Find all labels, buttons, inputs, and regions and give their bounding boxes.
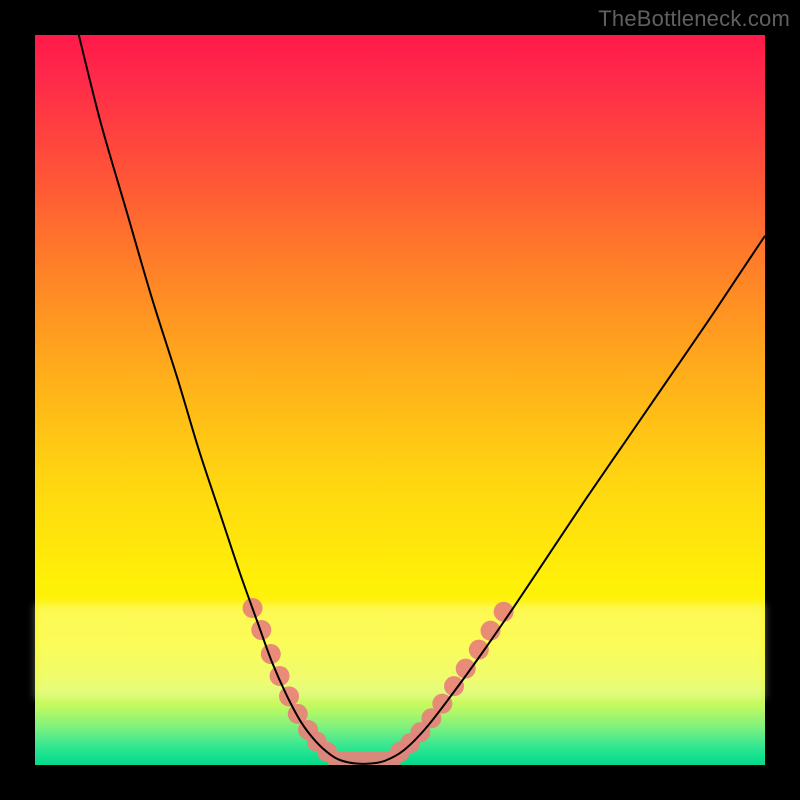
gradient-background [35,35,765,765]
watermark-text: TheBottleneck.com [598,6,790,32]
plot-area [35,35,765,765]
chart-container: TheBottleneck.com [0,0,800,800]
